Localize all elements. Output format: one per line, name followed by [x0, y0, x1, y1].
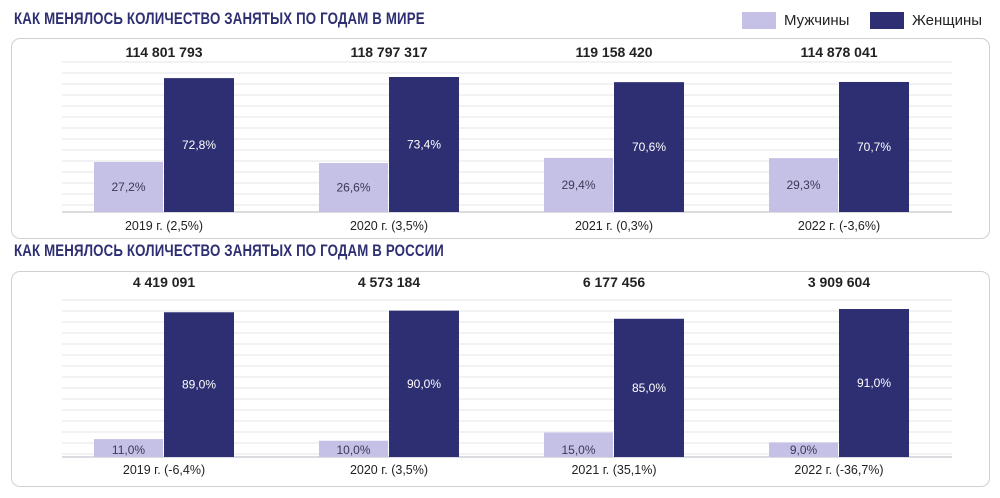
russia-bar-men-2: [544, 432, 613, 457]
world-label-men-0: 27,2%: [111, 180, 145, 194]
russia-label-women-2: 85,0%: [632, 381, 666, 395]
world-bar-men-1: [319, 163, 388, 212]
world-label-women-1: 73,4%: [407, 138, 441, 152]
world-label-women-2: 70,6%: [632, 140, 666, 154]
world-label-men-1: 26,6%: [336, 181, 370, 195]
world-label-women-0: 72,8%: [182, 138, 216, 152]
world-category-label-3: 2022 г. (-3,6%): [798, 219, 880, 233]
russia-total-3: 3 909 604: [808, 274, 870, 290]
world-total-1: 118 797 317: [350, 44, 427, 60]
world-label-men-3: 29,3%: [786, 178, 820, 192]
russia-category-label-1: 2020 г. (3,5%): [350, 463, 428, 477]
chart-title-world: КАК МЕНЯЛОСЬ КОЛИЧЕСТВО ЗАНЯТЫХ ПО ГОДАМ…: [14, 9, 425, 28]
legend-swatch-women: [870, 11, 904, 29]
russia-total-1: 4 573 184: [358, 274, 420, 290]
russia-bar-women-1: [389, 310, 459, 457]
russia-bar-women-0: [164, 312, 234, 457]
russia-label-men-3: 9,0%: [790, 443, 818, 457]
russia-label-men-0: 11,0%: [112, 443, 145, 457]
world-category-label-1: 2020 г. (3,5%): [350, 219, 428, 233]
world-total-0: 114 801 793: [125, 44, 202, 60]
russia-total-0: 4 419 091: [133, 274, 195, 290]
chart-world: 27,2% 72,8% 114 801 793 2019 г. (2,5%) 26,6%…: [62, 44, 952, 233]
world-bar-men-3: [769, 158, 838, 212]
world-bar-women-1: [389, 77, 459, 212]
russia-label-women-3: 91,0%: [857, 376, 891, 390]
russia-bar-women-2: [614, 318, 684, 457]
world-category-label-0: 2019 г. (2,5%): [125, 219, 203, 233]
legend-item-women: Женщины: [870, 8, 982, 32]
legend-swatch-men: [742, 11, 776, 29]
world-category-label-2: 2021 г. (0,3%): [575, 219, 653, 233]
world-bar-women-0: [164, 78, 234, 212]
chart-panel-world: 27,2% 72,8% 114 801 793 2019 г. (2,5%) 26,6%…: [11, 38, 990, 239]
legend-item-men: Мужчины: [742, 8, 849, 32]
world-total-3: 114 878 041: [800, 44, 877, 60]
world-bar-women-3: [839, 81, 909, 212]
russia-category-label-2: 2021 г. (35,1%): [571, 463, 656, 477]
chart-title-russia: КАК МЕНЯЛОСЬ КОЛИЧЕСТВО ЗАНЯТЫХ ПО ГОДАМ…: [14, 241, 444, 260]
world-bar-men-0: [94, 161, 163, 212]
russia-label-men-2: 15,0%: [561, 443, 595, 457]
world-bar-men-2: [544, 157, 613, 212]
world-total-2: 119 158 420: [575, 44, 652, 60]
russia-total-2: 6 177 456: [583, 274, 645, 290]
chart-panel-russia: 11,0% 89,0% 4 419 091 2019 г. (-6,4%) 10,0% 9…: [11, 271, 990, 487]
russia-bar-men-1: [319, 440, 388, 457]
legend-label-men: Мужчины: [784, 11, 850, 29]
russia-label-women-0: 89,0%: [182, 378, 216, 392]
russia-category-label-3: 2022 г. (-36,7%): [794, 463, 883, 477]
russia-bar-men-0: [94, 439, 163, 457]
russia-label-women-1: 90,0%: [407, 377, 441, 391]
chart-russia: 11,0% 89,0% 4 419 091 2019 г. (-6,4%) 10,0% 9…: [62, 274, 952, 477]
world-label-women-3: 70,7%: [857, 140, 891, 154]
world-label-men-2: 29,4%: [561, 178, 595, 192]
legend-label-women: Женщины: [912, 11, 983, 29]
russia-bar-men-3: [769, 442, 838, 457]
russia-label-men-1: 10,0%: [336, 443, 370, 457]
russia-bar-women-3: [839, 309, 909, 457]
world-bar-women-2: [614, 82, 684, 212]
russia-category-label-0: 2019 г. (-6,4%): [123, 463, 205, 477]
